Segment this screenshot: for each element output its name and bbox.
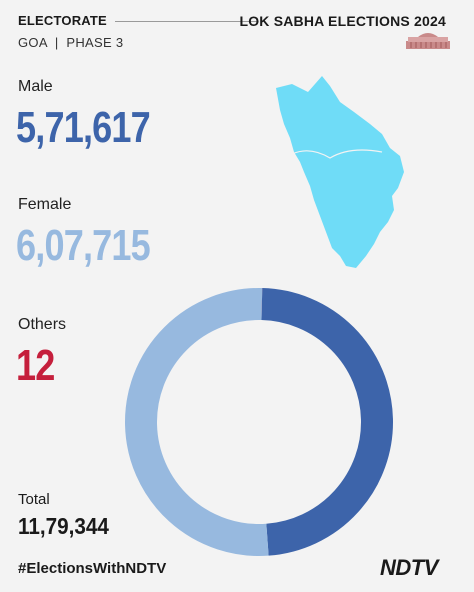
header-divider bbox=[115, 21, 257, 22]
section-label: ELECTORATE bbox=[18, 13, 107, 28]
male-count: 5,71,617 bbox=[16, 103, 151, 152]
total-label: Total bbox=[18, 491, 50, 508]
parliament-building-icon bbox=[406, 33, 450, 49]
male-label: Male bbox=[18, 78, 53, 95]
donut-slice-male bbox=[261, 288, 393, 556]
hashtag: #ElectionsWithNDTV bbox=[18, 560, 167, 577]
electorate-donut bbox=[125, 288, 393, 556]
page-title: LOK SABHA ELECTIONS 2024 bbox=[239, 13, 446, 29]
goa-map bbox=[276, 76, 404, 268]
total-count: 11,79,344 bbox=[18, 513, 109, 539]
female-label: Female bbox=[18, 196, 72, 213]
others-label: Others bbox=[18, 316, 67, 333]
region-phase: GOA | PHASE 3 bbox=[18, 35, 124, 50]
goa-state-shape bbox=[276, 76, 404, 268]
female-count: 6,07,715 bbox=[16, 221, 151, 270]
donut-slice-female bbox=[125, 288, 269, 556]
brand-logo: NDTV bbox=[380, 555, 438, 580]
others-count: 12 bbox=[16, 341, 55, 390]
